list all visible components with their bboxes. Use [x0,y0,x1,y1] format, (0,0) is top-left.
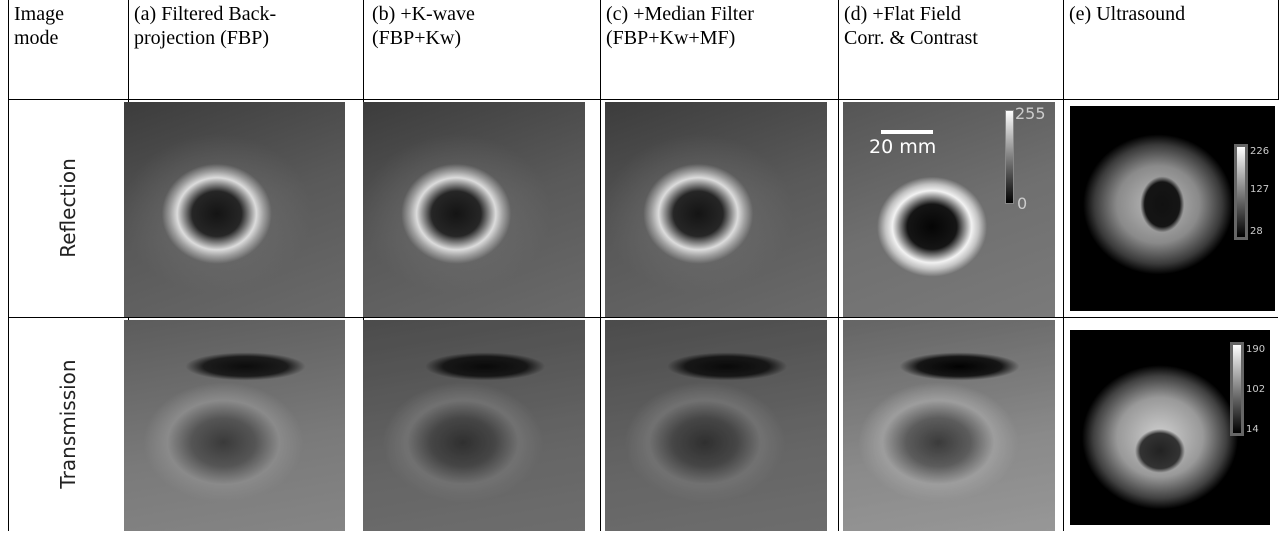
image: 190 102 14 [1070,330,1270,525]
header-cell: Image mode [14,2,94,50]
colorbar-label: 190 [1246,344,1265,355]
image: 226 127 28 [1070,106,1275,311]
border [838,0,839,531]
colorbar-label: 226 [1250,146,1269,157]
image [363,102,585,317]
colorbar [1230,342,1244,436]
colorbar-label: 255 [1015,104,1046,123]
scale-bar [881,130,933,134]
image [124,102,345,317]
image [605,102,827,317]
colorbar-label: 127 [1250,184,1269,195]
border [8,99,1278,100]
border [1278,0,1279,100]
image [124,320,345,531]
colorbar-label: 14 [1246,424,1259,435]
header-cell: (b) +K-wave (FBP+Kw) [372,2,522,50]
image: 20 mm 255 0 [843,102,1055,317]
colorbar-label: 102 [1246,384,1265,395]
border [8,317,1278,318]
header-cell: (a) Filtered Back-projection (FBP) [134,2,349,50]
colorbar [1234,144,1248,240]
border [8,0,9,531]
page-body: Image mode (a) Filtered Back-projection … [0,0,1283,537]
image [363,320,585,531]
header-cell: (d) +Flat Field Corr. & Contrast [844,2,984,50]
image [605,320,827,531]
page: Image mode comparison {"table": { "heade… [0,0,1283,537]
row-label: Reflection [56,150,80,266]
image [843,320,1055,531]
scale-label: 20 mm [869,136,936,158]
header-cell: (e) Ultrasound [1069,2,1269,26]
header-cell: (c) +Median Filter (FBP+Kw+MF) [606,2,766,50]
border [1063,0,1064,531]
colorbar [1005,110,1014,204]
colorbar-label: 28 [1250,226,1263,237]
colorbar-label: 0 [1017,194,1027,213]
row-label: Transmission [56,350,80,498]
border [600,0,601,531]
